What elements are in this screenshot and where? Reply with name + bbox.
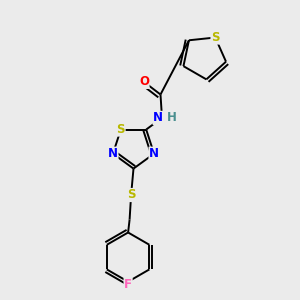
Text: N: N <box>149 147 159 160</box>
Text: F: F <box>124 278 132 291</box>
Text: N: N <box>153 111 163 124</box>
Text: S: S <box>127 188 135 202</box>
Text: H: H <box>167 111 176 124</box>
Text: S: S <box>211 31 220 44</box>
Text: O: O <box>139 75 149 88</box>
Text: S: S <box>117 123 125 136</box>
Text: N: N <box>108 147 118 160</box>
